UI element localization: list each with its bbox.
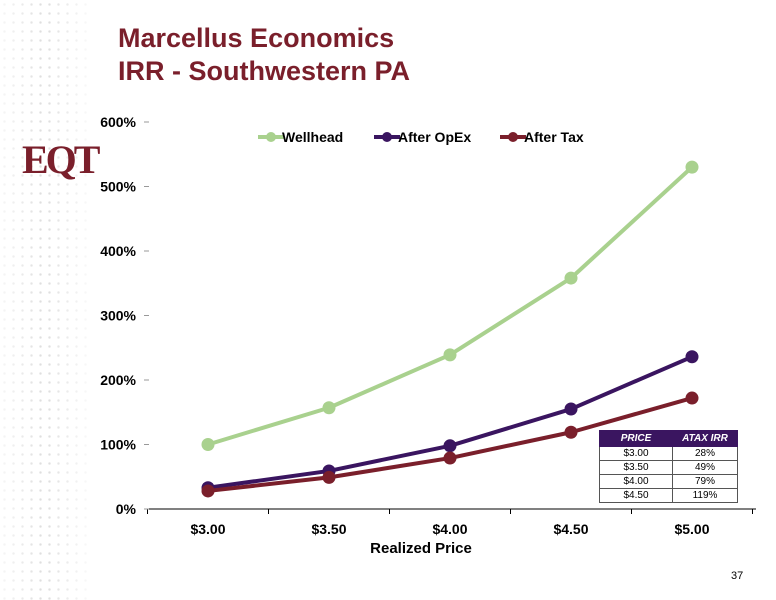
slide-title-line-2: IRR - Southwestern PA [118, 56, 411, 86]
data-point [201, 484, 215, 498]
y-tick-label: 200% [100, 372, 136, 388]
data-point [322, 401, 336, 415]
slide-title: Marcellus Economics IRR - Southwestern P… [118, 22, 410, 88]
table-row: $3.50 49% [599, 460, 738, 475]
data-point [685, 391, 699, 405]
data-point [685, 160, 699, 174]
page-number: 37 [731, 570, 744, 582]
legend-label: Wellhead [282, 129, 343, 145]
slide-title-line-1: Marcellus Economics [118, 23, 395, 53]
data-point [201, 438, 215, 451]
x-tick-label: $5.00 [674, 521, 709, 537]
series-wellhead [201, 160, 699, 451]
data-point [443, 348, 457, 362]
table-header-atax-irr: ATAX IRR [672, 430, 738, 447]
legend-item: Wellhead [258, 129, 343, 145]
table-row: $4.50 119% [599, 488, 738, 503]
legend-label: After OpEx [398, 129, 471, 145]
series-line [207, 165, 694, 447]
eqt-logo: EQT [22, 137, 101, 182]
table-cell-price: $3.50 [599, 460, 673, 475]
series-after-tax [201, 391, 699, 498]
legend-label: After Tax [524, 129, 584, 145]
chart-legend: Wellhead After OpEx After Tax [258, 129, 584, 145]
data-point [443, 439, 457, 453]
chart-series [201, 160, 699, 498]
data-point [564, 402, 578, 416]
legend-item: After OpEx [374, 129, 471, 145]
dotted-pattern-fade [0, 0, 90, 600]
data-point [322, 470, 336, 484]
x-tick-label: $3.00 [190, 521, 225, 537]
atax-irr-table: PRICE ATAX IRR $3.00 28% $3.50 49% $4.00… [599, 430, 738, 503]
table-cell-price: $4.50 [599, 488, 673, 503]
table-row: $4.00 79% [599, 474, 738, 489]
y-tick-label: 400% [100, 243, 136, 259]
x-tick-label: $3.50 [311, 521, 346, 537]
table-cell-irr: 49% [672, 460, 738, 475]
table-row: $3.00 28% [599, 446, 738, 461]
x-tick-label: $4.50 [553, 521, 588, 537]
table-cell-irr: 79% [672, 474, 738, 489]
x-axis-title: Realized Price [370, 540, 472, 557]
legend-swatch-marker [266, 132, 276, 142]
data-point [685, 350, 699, 364]
table-header-price: PRICE [599, 430, 673, 447]
y-tick-label: 500% [100, 179, 136, 195]
legend-swatch-marker [382, 132, 392, 142]
data-point [564, 425, 578, 439]
chart-axes: 0%100%200%300%400%500%600%$3.00 $3.50 $4.0… [100, 114, 756, 537]
table-header-row: PRICE ATAX IRR [599, 430, 738, 447]
y-tick-label: 100% [100, 437, 136, 453]
data-point [564, 271, 578, 285]
table-cell-irr: 28% [672, 446, 738, 461]
legend-item: After Tax [500, 129, 584, 145]
y-tick-label: 0% [116, 501, 137, 517]
table-cell-price: $4.00 [599, 474, 673, 489]
y-tick-label: 600% [100, 114, 136, 130]
y-tick-label: 300% [100, 308, 136, 324]
table-cell-irr: 119% [672, 488, 738, 503]
legend-swatch-marker [508, 132, 518, 142]
data-point [443, 451, 457, 465]
x-tick-label: $4.00 [432, 521, 467, 537]
table-cell-price: $3.00 [599, 446, 673, 461]
